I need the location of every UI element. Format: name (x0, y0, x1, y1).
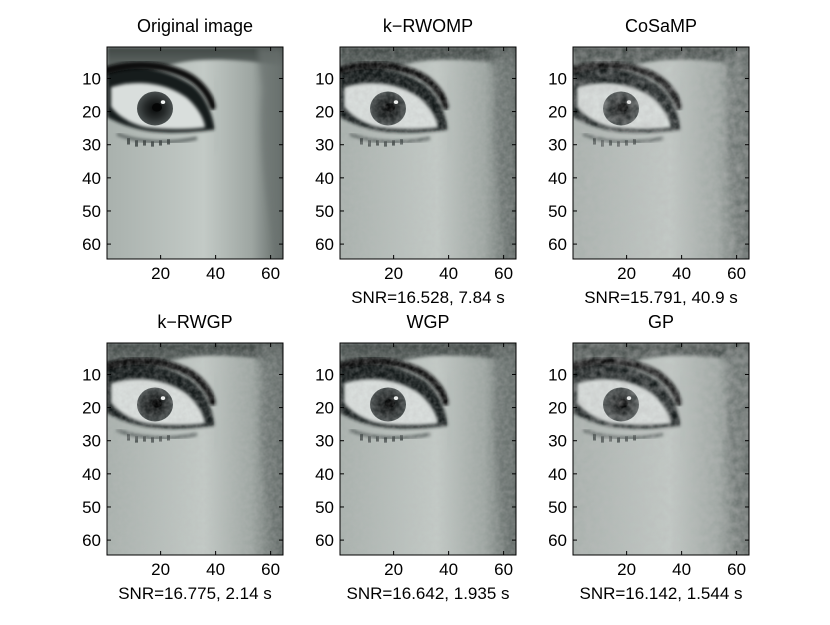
panel-title: CoSaMP (625, 16, 697, 36)
y-tick-label: 60 (315, 531, 334, 550)
panel-title: WGP (407, 312, 450, 332)
x-tick-label: 40 (206, 264, 225, 283)
y-tick-label: 30 (548, 432, 567, 451)
axes-frame (572, 46, 750, 260)
panel-0: Original image 20 40 60 10 20 30 40 50 60 (82, 16, 284, 283)
y-tick-label: 30 (82, 136, 101, 155)
y-tick-label: 20 (82, 399, 101, 418)
panel-title: GP (648, 312, 674, 332)
y-tick-label: 50 (82, 202, 101, 221)
x-tick-label: 20 (384, 264, 403, 283)
snr-caption: SNR=16.528, 7.84 s (351, 288, 505, 307)
y-tick-label: 10 (315, 69, 334, 88)
y-tick-label: 30 (315, 432, 334, 451)
heatmap-image (340, 47, 516, 259)
y-tick-label: 40 (315, 169, 334, 188)
heatmap-image (340, 343, 516, 555)
x-tick-label: 60 (261, 560, 280, 579)
y-tick-label: 60 (82, 235, 101, 254)
y-tick-label: 30 (548, 136, 567, 155)
panel-title: k−RWOMP (383, 16, 473, 36)
y-tick-label: 50 (548, 202, 567, 221)
axes-frame (339, 46, 517, 260)
x-tick-label: 60 (494, 560, 513, 579)
x-tick-label: 40 (439, 560, 458, 579)
heatmap-image (573, 343, 749, 555)
x-tick-label: 60 (261, 264, 280, 283)
y-tick-label: 60 (315, 235, 334, 254)
y-tick-label: 40 (82, 465, 101, 484)
y-tick-label: 40 (548, 465, 567, 484)
snr-caption: SNR=15.791, 40.9 s (584, 288, 738, 307)
panel-4: WGP 20 40 60 10 20 30 40 50 60 SNR=16.642, 1.935 s (315, 312, 517, 603)
x-tick-label: 40 (672, 560, 691, 579)
x-tick-label: 20 (384, 560, 403, 579)
y-tick-label: 50 (82, 498, 101, 517)
x-tick-label: 40 (206, 560, 225, 579)
y-tick-label: 20 (548, 399, 567, 418)
x-tick-label: 60 (494, 264, 513, 283)
x-tick-label: 20 (151, 560, 170, 579)
axes-frame (106, 46, 284, 260)
y-tick-label: 20 (548, 103, 567, 122)
axes-frame (339, 342, 517, 556)
y-tick-label: 10 (82, 69, 101, 88)
y-tick-label: 50 (548, 498, 567, 517)
y-tick-label: 20 (315, 103, 334, 122)
y-tick-label: 30 (315, 136, 334, 155)
y-tick-label: 60 (548, 531, 567, 550)
panel-2: CoSaMP 20 40 60 10 20 30 40 50 60 SNR=15.791, 40.9… (548, 16, 750, 307)
x-tick-label: 60 (727, 560, 746, 579)
y-tick-label: 10 (548, 69, 567, 88)
panel-3: k−RWGP 20 40 60 10 20 30 40 50 60 SNR=16.775, 2.14… (82, 312, 284, 603)
y-tick-label: 30 (82, 432, 101, 451)
y-tick-label: 10 (315, 365, 334, 384)
x-tick-label: 60 (727, 264, 746, 283)
snr-caption: SNR=16.142, 1.544 s (579, 584, 742, 603)
panel-1: k−RWOMP 20 40 60 10 20 30 40 50 60 SNR=16.528, 7.8… (315, 16, 517, 307)
y-tick-label: 40 (548, 169, 567, 188)
heatmap-image (107, 343, 283, 555)
y-tick-label: 20 (315, 399, 334, 418)
axes-frame (106, 342, 284, 556)
x-tick-label: 20 (617, 560, 636, 579)
y-tick-label: 40 (315, 465, 334, 484)
y-tick-label: 50 (315, 498, 334, 517)
axes-frame (572, 342, 750, 556)
panel-title: Original image (137, 16, 253, 36)
x-tick-label: 40 (439, 264, 458, 283)
y-tick-label: 40 (82, 169, 101, 188)
y-tick-label: 10 (82, 365, 101, 384)
snr-caption: SNR=16.775, 2.14 s (118, 584, 272, 603)
y-tick-label: 20 (82, 103, 101, 122)
heatmap-image (107, 47, 283, 259)
panel-title: k−RWGP (157, 312, 232, 332)
y-tick-label: 60 (82, 531, 101, 550)
x-tick-label: 20 (617, 264, 636, 283)
y-tick-label: 50 (315, 202, 334, 221)
panel-5: GP 20 40 60 10 20 30 40 50 60 SNR=16.142, 1.544 s (548, 312, 750, 603)
heatmap-image (573, 47, 749, 259)
y-tick-label: 60 (548, 235, 567, 254)
snr-caption: SNR=16.642, 1.935 s (346, 584, 509, 603)
y-tick-label: 10 (548, 365, 567, 384)
x-tick-label: 20 (151, 264, 170, 283)
x-tick-label: 40 (672, 264, 691, 283)
